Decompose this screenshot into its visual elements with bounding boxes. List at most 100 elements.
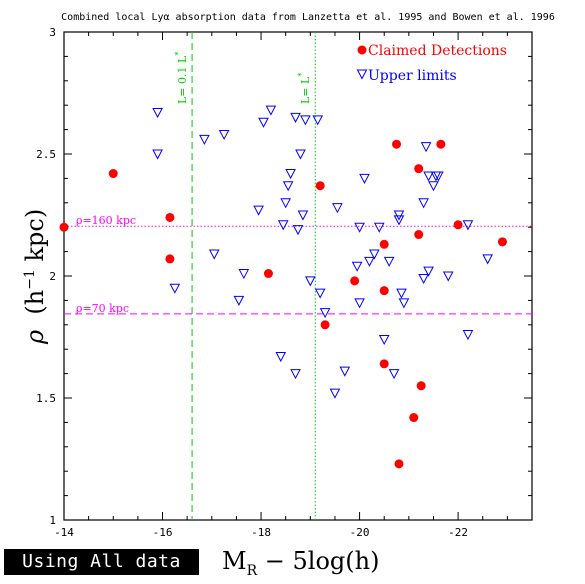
upper-limit-point [199,134,210,145]
upper-limit-point [354,222,365,233]
y-axis-symbol: ρ [21,329,49,344]
upper-limit-point [282,181,294,192]
upper-limit-point [314,288,326,299]
upper-limit-point [152,149,163,160]
y-tick-label: 2.5 [36,148,56,161]
axis-ticks: -14 -16 -18 -20 -22 1 1.5 2 2.5 3 [36,26,533,539]
detection-point [350,276,360,286]
luminosity-label-sup: * [297,73,306,77]
upper-limit-point [359,173,370,184]
legend: Claimed Detections Upper limits [356,43,507,84]
detection-point [165,254,175,264]
y-tick-label: 1 [49,514,56,527]
luminosity-line-label: L= 0.1 L* [174,52,189,104]
upper-limit-point [300,115,311,126]
detection-point [165,212,175,222]
upper-limit-point [423,171,434,182]
y-tick-label: 2 [49,270,56,283]
x-tick-label: -18 [251,526,271,539]
upper-limit-point [290,112,301,123]
upper-limit-point [253,205,264,216]
upper-limit-point [396,288,407,299]
upper-limit-point [418,273,429,285]
upper-limit-point [373,222,385,233]
upper-limit-point [433,171,444,182]
detection-point [414,230,424,240]
detection-point [414,164,424,174]
detection-point [320,320,330,330]
rho-line-label: ρ=70 kpc [76,302,129,315]
detection-point [263,269,273,279]
upper-limit-point [169,283,181,294]
upper-limit-point [339,366,351,377]
upper-limit-point [295,149,306,160]
upper-limit-point [398,298,410,309]
legend-upper-limit-marker [356,69,368,80]
x-tick-label: -22 [448,526,468,539]
detection-point [379,359,389,369]
upper-limit-point [290,369,301,380]
legend-detection-label: Claimed Detections [368,43,507,59]
detection-point [59,222,69,232]
detection-point [379,286,389,296]
x-axis-label: MR − 5log(h) [222,547,379,579]
y-axis-unit-sup: −1 [22,269,38,290]
y-axis-unit-post: kpc) [21,208,49,270]
y-axis-label: ρ (h−1 kpc) [21,209,49,344]
upper-limit-point [462,330,474,341]
luminosity-label-sup: * [174,52,183,56]
upper-limit-point [312,115,324,126]
upper-limit-point [364,256,375,267]
data-selection-badge: Using All data [4,549,199,575]
luminosity-label-main: L= L [299,76,312,104]
upper-limit-point [258,117,269,128]
upper-limit-point [351,261,363,272]
upper-limit-point [462,220,474,231]
y-axis-unit-pre: (h [21,289,49,315]
y-tick-label: 1.5 [36,392,56,405]
x-axis-label-main: M [222,547,247,575]
legend-detection-marker [357,45,367,55]
upper-limit-point [292,225,304,236]
upper-limit-point [482,254,493,265]
upper-limit-point [233,295,245,306]
upper-limit-point [383,256,395,267]
upper-limit-point [393,215,405,226]
upper-limit-point [319,308,331,319]
x-axis-label-subscript: R [246,562,258,579]
upper-limit-point [420,142,432,153]
upper-limit-point [297,210,309,221]
upper-limit-point [393,210,405,221]
upper-limit-point [442,271,454,282]
luminosity-line-label: L= L* [297,73,312,104]
chart-title: Combined local Lyα absorption data from … [61,12,555,23]
data-points [59,105,507,469]
upper-limit-point [277,220,289,231]
x-tick-label: -20 [350,526,370,539]
upper-limit-point [238,269,250,280]
upper-limit-point [369,249,380,260]
x-axis-label-rest: − 5log(h) [257,547,380,575]
rho-line-label: ρ=160 kpc [76,214,136,227]
detection-point [108,169,118,179]
detection-point [436,139,446,149]
x-tick-label: -14 [54,526,74,539]
upper-limit-point [218,129,230,141]
detection-point [497,237,507,247]
detection-point [394,459,404,469]
upper-limit-point [304,276,316,287]
detection-point [379,239,389,249]
upper-limit-point [378,334,390,346]
detection-point [416,381,426,391]
upper-limit-point [354,298,365,309]
upper-limit-point [423,266,434,277]
upper-limit-point [418,198,429,209]
detection-point [409,413,419,423]
detection-point [315,181,325,191]
upper-limit-point [388,369,400,380]
x-tick-label: -16 [153,526,173,539]
upper-limit-point [275,352,287,363]
upper-limit-point [332,203,343,214]
